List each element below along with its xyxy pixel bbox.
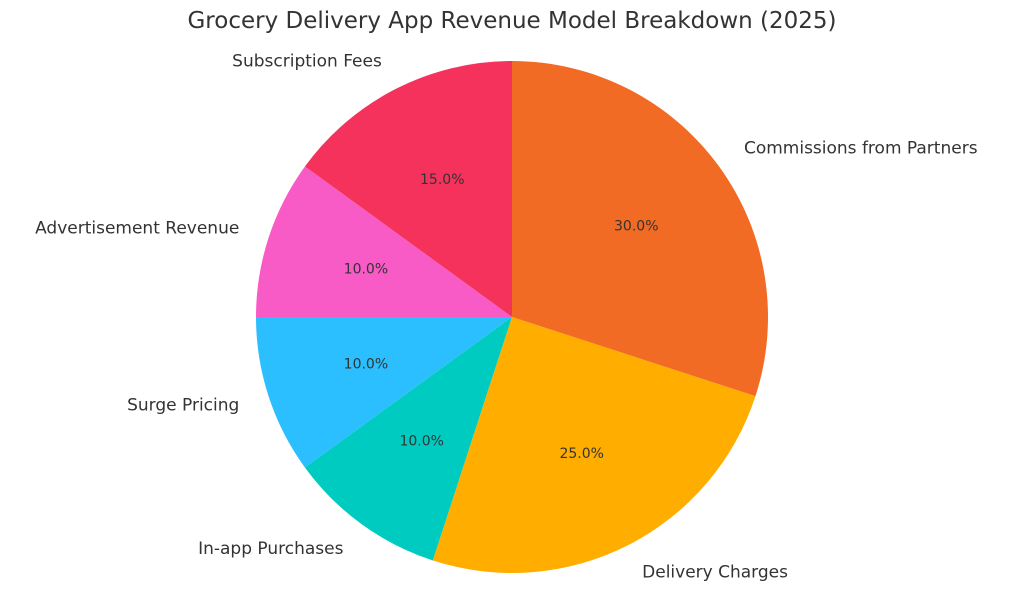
slice-delivery-charges — [432, 317, 756, 573]
pct-label-subscription-fees: 15.0% — [420, 172, 464, 188]
slice-commissions-from-partners — [512, 61, 768, 397]
slice-label-commissions-from-partners: Commissions from Partners — [744, 138, 978, 158]
slice-label-surge-pricing: Surge Pricing — [127, 396, 239, 416]
pie-slices — [256, 61, 768, 573]
pie-labels: Subscription Fees 15.0% Advertisement Reve… — [35, 52, 978, 583]
slice-label-in-app-purchases: In-app Purchases — [198, 539, 344, 559]
slice-surge-pricing — [256, 317, 512, 468]
slice-advertisement-revenue — [256, 166, 512, 317]
slice-label-delivery-charges: Delivery Charges — [642, 562, 788, 582]
pct-label-advertisement-revenue: 10.0% — [344, 262, 388, 278]
slice-label-advertisement-revenue: Advertisement Revenue — [35, 218, 239, 238]
slice-label-subscription-fees: Subscription Fees — [232, 52, 382, 72]
pct-label-surge-pricing: 10.0% — [344, 356, 388, 372]
chart-title: Grocery Delivery App Revenue Model Break… — [187, 8, 836, 34]
pct-label-in-app-purchases: 10.0% — [399, 433, 443, 449]
slice-in-app-purchases — [304, 317, 512, 561]
pct-label-commissions-from-partners: 30.0% — [614, 219, 658, 235]
pct-label-delivery-charges: 25.0% — [559, 446, 603, 462]
slice-subscription-fees — [304, 61, 512, 317]
